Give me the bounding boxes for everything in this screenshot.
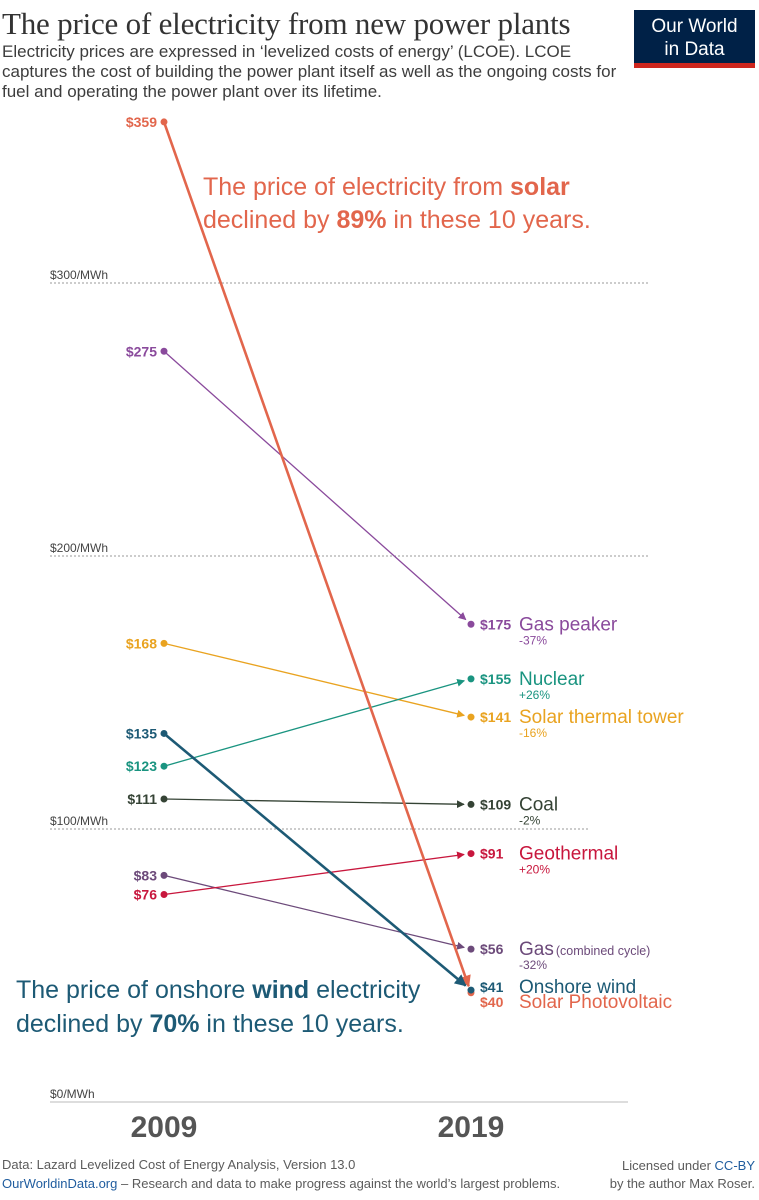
series-lines xyxy=(160,118,475,997)
dot-2019-gas xyxy=(467,945,475,953)
wind-annotation-line-1: The price of onshore wind electricity xyxy=(16,976,421,1004)
wind-annotation-line-2: declined by 70% in these 10 years. xyxy=(16,1010,404,1038)
dot-2019-geothermal xyxy=(467,850,475,858)
series-name-solar-photovoltaic: Solar Photovoltaic xyxy=(519,992,672,1013)
value-2009-solar-photovoltaic: $359 xyxy=(126,114,157,130)
license-author: by the author Max Roser. xyxy=(609,1176,755,1191)
footer-site-line: OurWorldinData.org – Research and data t… xyxy=(2,1176,560,1191)
line-onshore-wind xyxy=(163,732,467,987)
owid-logo[interactable]: Our World in Data xyxy=(634,10,755,68)
license-prefix: Licensed under xyxy=(622,1158,715,1173)
x-label-2009: 2009 xyxy=(131,1111,198,1144)
value-2019-geothermal: $91 xyxy=(480,846,504,862)
dot-2009-solar-thermal-tower xyxy=(160,639,168,647)
license-link[interactable]: CC-BY xyxy=(714,1158,755,1173)
dot-2009-nuclear xyxy=(160,762,168,770)
logo-line-1: Our World xyxy=(651,16,738,37)
change-gas: -32% xyxy=(519,958,547,972)
y-tick-label-200: $200/MWh xyxy=(50,541,108,555)
line-solar-photovoltaic xyxy=(162,121,471,988)
line-coal xyxy=(163,798,465,809)
value-2009-coal: $111 xyxy=(127,791,157,807)
line-gas-peaker xyxy=(163,350,467,621)
dot-2019-solar-thermal-tower xyxy=(467,713,475,721)
chart-title: The price of electricity from new power … xyxy=(2,6,571,41)
gridlines: $0/MWh $100/MWh $200/MWh $300/MWh 2009 2019 xyxy=(50,268,648,1144)
value-2009-nuclear: $123 xyxy=(126,758,157,774)
dot-2009-coal xyxy=(160,795,168,803)
change-gas-peaker: -37% xyxy=(519,633,547,647)
dot-2009-solar-photovoltaic xyxy=(160,118,168,126)
y-tick-label-100: $100/MWh xyxy=(50,814,108,828)
chart-subtitle: Electricity prices are expressed in ‘lev… xyxy=(2,42,617,101)
x-label-2019: 2019 xyxy=(438,1111,505,1144)
series-name-solar-thermal-tower: Solar thermal tower xyxy=(519,707,684,728)
line-nuclear xyxy=(163,678,466,767)
change-solar-thermal-tower: -16% xyxy=(519,726,547,740)
series-name-geothermal: Geothermal xyxy=(519,844,618,865)
change-coal: -2% xyxy=(519,813,541,827)
footer-tagline: – Research and data to make progress aga… xyxy=(117,1176,561,1191)
value-2019-gas: $56 xyxy=(480,941,504,957)
dot-2009-geothermal xyxy=(160,891,168,899)
series-name-gas-peaker: Gas peaker xyxy=(519,614,618,635)
value-2019-solar-photovoltaic: $40 xyxy=(480,994,504,1010)
dot-2009-gas xyxy=(160,871,168,879)
series-labels: $359 $40 Solar Photovoltaic $275 $175 Gas pea… xyxy=(126,114,685,1013)
line-geothermal xyxy=(163,851,465,896)
series-name-gas: Gas (combined cycle) xyxy=(519,939,650,960)
value-2019-onshore-wind: $41 xyxy=(480,979,504,995)
y-tick-label-300: $300/MWh xyxy=(50,268,108,282)
value-2019-gas-peaker: $175 xyxy=(480,616,511,632)
license-line: Licensed under CC-BY xyxy=(622,1158,755,1173)
value-2009-geothermal: $76 xyxy=(134,887,158,903)
value-2019-nuclear: $155 xyxy=(480,671,511,687)
value-2009-gas: $83 xyxy=(134,867,158,883)
change-nuclear: +26% xyxy=(519,688,550,702)
dot-2019-coal xyxy=(467,800,475,808)
value-2009-onshore-wind: $135 xyxy=(126,725,157,741)
line-solar-thermal-tower xyxy=(163,642,465,718)
solar-annotation-line-1: The price of electricity from solar xyxy=(203,173,570,201)
series-suffix-gas: (combined cycle) xyxy=(556,944,650,958)
change-geothermal: +20% xyxy=(519,863,550,877)
series-name-nuclear: Nuclear xyxy=(519,669,585,690)
value-2009-solar-thermal-tower: $168 xyxy=(126,635,157,651)
series-name-onshore-wind: Onshore wind xyxy=(519,977,636,998)
value-2019-solar-thermal-tower: $141 xyxy=(480,709,511,725)
y-tick-label-0: $0/MWh xyxy=(50,1087,95,1101)
value-2019-coal: $109 xyxy=(480,796,511,812)
solar-annotation-line-2: declined by 89% in these 10 years. xyxy=(203,206,591,234)
line-gas xyxy=(163,874,465,950)
footer-site-link[interactable]: OurWorldinData.org xyxy=(2,1176,118,1191)
dot-2019-gas-peaker xyxy=(467,620,475,628)
value-2009-gas-peaker: $275 xyxy=(126,343,157,359)
dot-2019-onshore-wind xyxy=(467,986,475,994)
dot-2019-nuclear xyxy=(467,675,475,683)
dot-2009-gas-peaker xyxy=(160,347,168,355)
annotations: The price of electricity from solar decl… xyxy=(16,173,591,1038)
series-name-coal: Coal xyxy=(519,794,558,815)
logo-line-2: in Data xyxy=(664,39,725,60)
footer-source: Data: Lazard Levelized Cost of Energy An… xyxy=(2,1157,356,1172)
dot-2009-onshore-wind xyxy=(160,729,168,737)
